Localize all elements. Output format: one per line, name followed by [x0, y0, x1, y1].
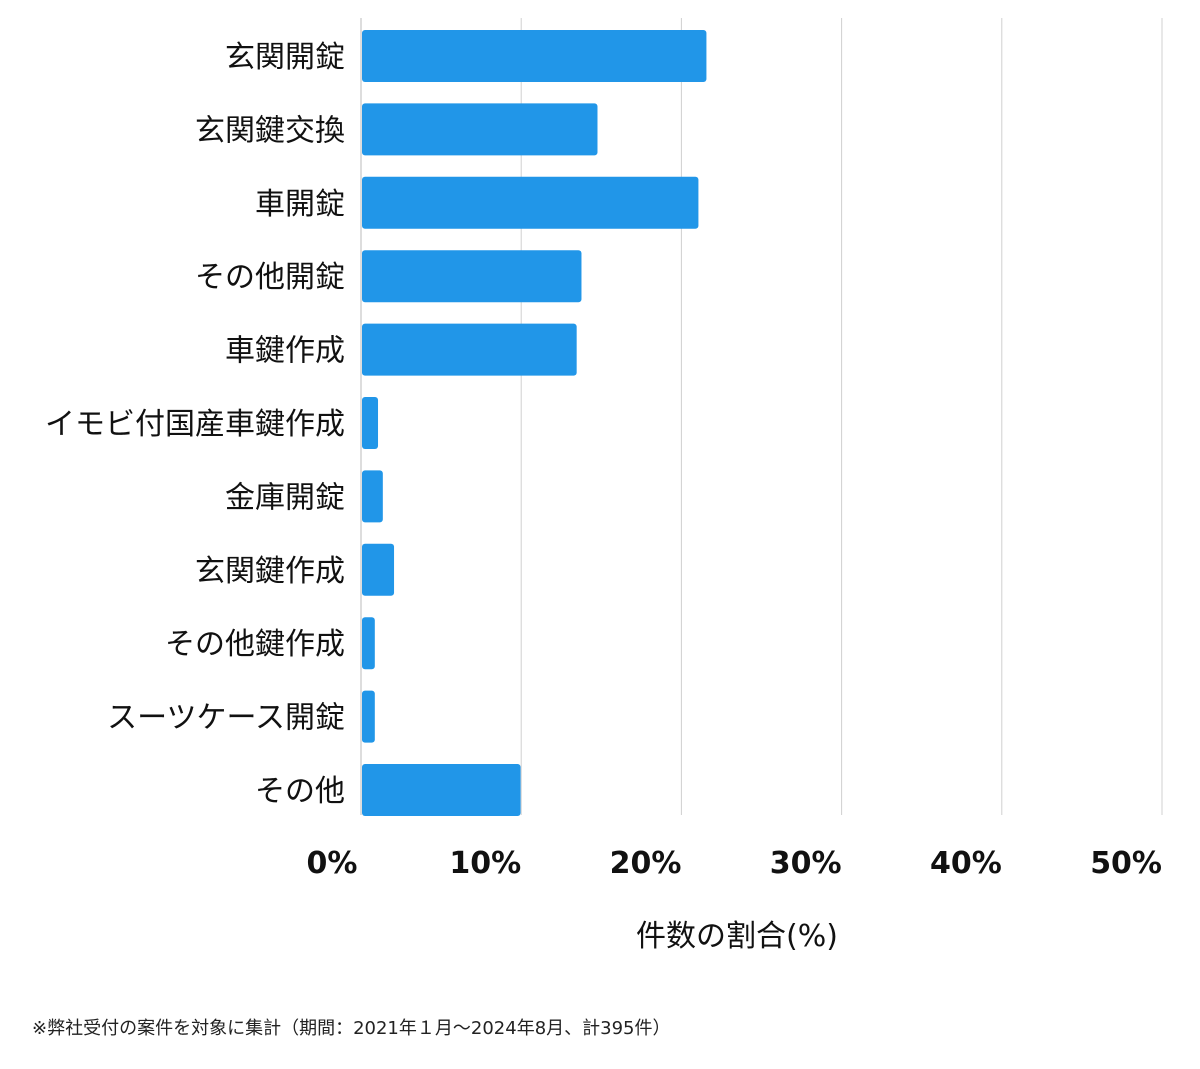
- bar: [362, 176, 699, 229]
- bar: [362, 103, 598, 156]
- footnote: ※弊社受付の案件を対象に集計（期間：2021年１月〜2024年8月、計395件）: [32, 1018, 671, 1039]
- category-label: その他開錠: [195, 260, 345, 295]
- bar: [362, 30, 707, 82]
- bar: [362, 690, 375, 743]
- category-label: イモビ付国産車鍵作成: [45, 407, 345, 442]
- bar: [362, 764, 521, 816]
- bar: [362, 470, 383, 523]
- x-tick-label: 50%: [1090, 846, 1162, 881]
- x-tick-label: 30%: [770, 846, 842, 881]
- category-label: その他: [255, 774, 345, 809]
- category-label: 金庫開錠: [225, 480, 345, 515]
- category-label: その他鍵作成: [165, 627, 345, 662]
- category-label: 車開錠: [255, 187, 345, 222]
- bar: [362, 617, 375, 670]
- x-tick-label: 40%: [930, 846, 1002, 881]
- x-tick-label: 10%: [449, 846, 521, 881]
- bar: [362, 250, 582, 303]
- category-label: 玄関鍵作成: [195, 554, 345, 589]
- category-label: スーツケース開錠: [107, 701, 345, 736]
- bars: [362, 30, 707, 816]
- bar: [362, 323, 577, 376]
- category-label: 玄関開錠: [225, 40, 345, 75]
- bar: [362, 543, 395, 596]
- bar: [362, 397, 379, 449]
- category-label: 車鍵作成: [225, 334, 345, 369]
- x-tick-labels: 0% 10% 20% 30% 40% 50%: [307, 846, 1162, 881]
- category-label: 玄関鍵交換: [195, 113, 345, 148]
- x-axis-title: 件数の割合(%): [636, 919, 838, 954]
- x-tick-label: 0%: [307, 846, 358, 881]
- x-tick-label: 20%: [610, 846, 682, 881]
- category-labels: 玄関開錠玄関鍵交換車開錠その他開錠車鍵作成イモビ付国産車鍵作成金庫開錠玄関鍵作成…: [45, 40, 345, 809]
